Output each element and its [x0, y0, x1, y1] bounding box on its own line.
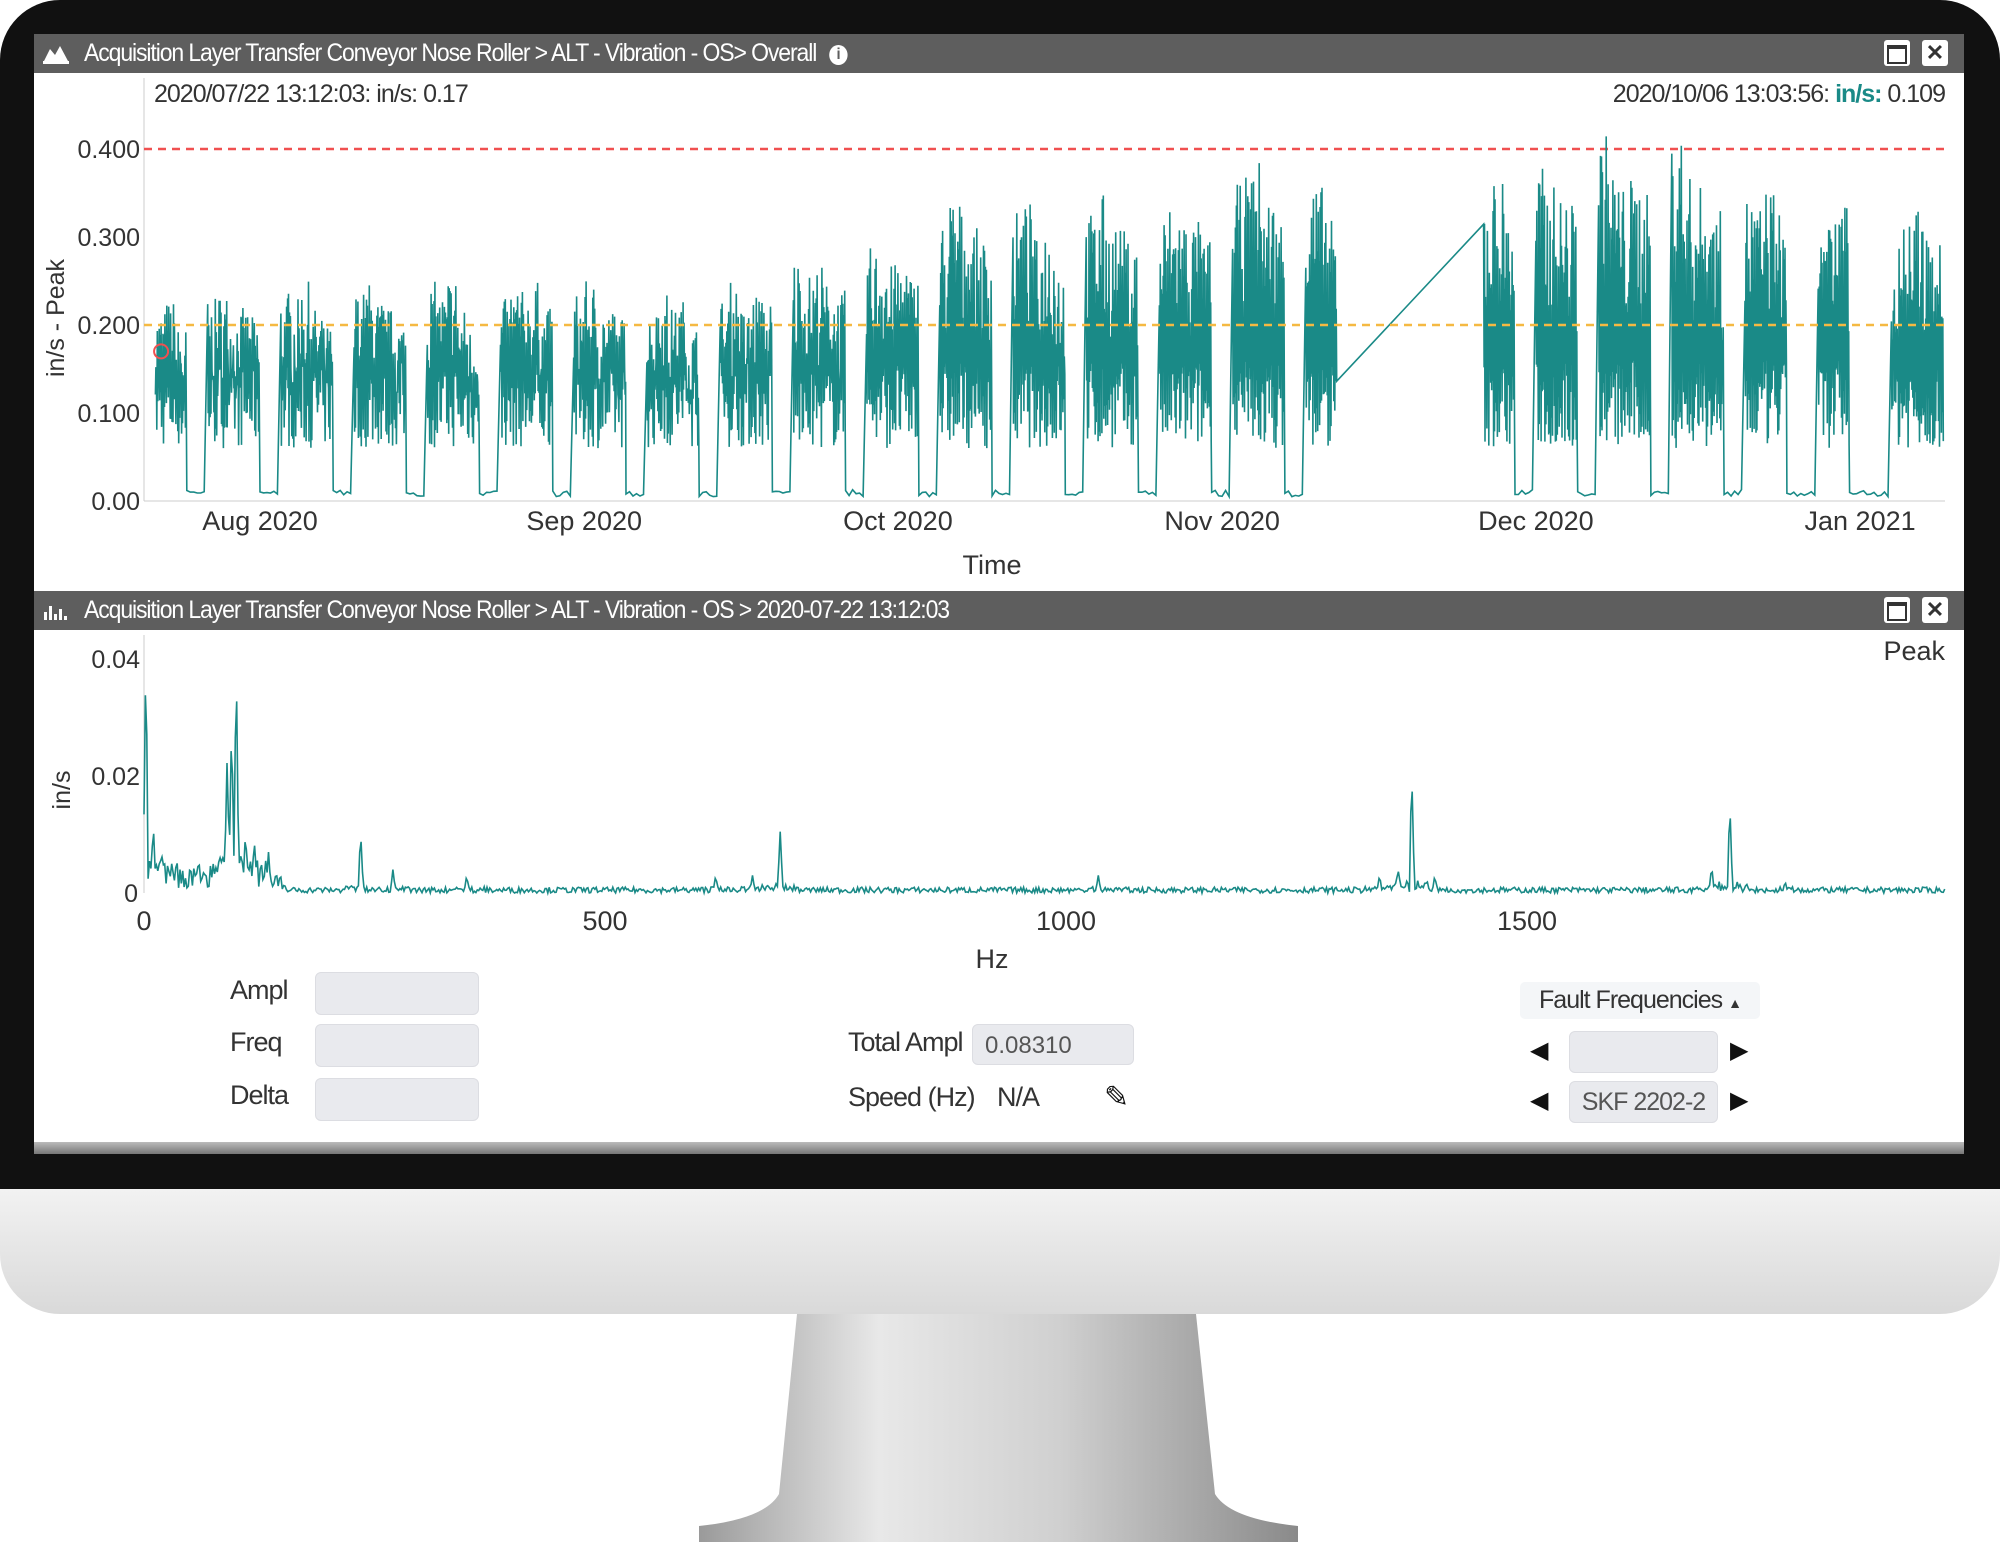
panel-bottom-border	[34, 1142, 1964, 1154]
overall-trend-chart[interactable]: 2020/07/22 13:12:03: in/s: 0.17 2020/10/…	[34, 73, 1964, 584]
fault-row1-next-arrow-icon[interactable]: ▶	[1730, 1037, 1749, 1064]
spectrum-chart[interactable]: Peak 0.04 0.02 00 500 1000 1500 in/s Hz	[34, 630, 1964, 970]
y-tick-label: 0	[124, 880, 138, 908]
ampl-label: Ampl	[230, 975, 289, 1005]
fault-row2-prev-arrow-icon[interactable]: ◀	[1530, 1087, 1549, 1114]
overall-panel-title: Acquisition Layer Transfer Conveyor Nose…	[84, 39, 817, 67]
y-tick-label: 0.02	[91, 763, 140, 791]
fault-frequencies-label: Fault Frequencies	[1539, 986, 1723, 1014]
x-axis-title: Hz	[976, 944, 1009, 970]
cursor-right-readout: 2020/10/06 13:03:56: in/s: 0.109	[1613, 80, 1945, 108]
x-tick-label: 0	[136, 906, 151, 936]
freq-label: Freq	[230, 1027, 283, 1057]
x-tick-label: Nov 2020	[1164, 506, 1280, 536]
cursor-left-readout: 2020/07/22 13:12:03: in/s: 0.17	[154, 80, 468, 108]
y-tick-label: 0.400	[77, 136, 140, 164]
delta-field[interactable]	[315, 1078, 479, 1121]
x-tick-label: 500	[582, 906, 627, 936]
x-tick-label: Jan 2021	[1805, 506, 1916, 536]
y-tick-label: 0.300	[77, 224, 140, 252]
spectrum-panel-title: Acquisition Layer Transfer Conveyor Nose…	[84, 596, 950, 624]
speed-value: N/A	[997, 1082, 1040, 1112]
monitor-chin	[0, 1189, 2000, 1314]
spectrum-panel-titlebar: Acquisition Layer Transfer Conveyor Nose…	[34, 591, 1964, 630]
selected-point-marker	[153, 343, 170, 360]
overall-series-line	[154, 136, 1945, 500]
maximize-icon[interactable]	[1884, 40, 1910, 66]
y-tick-label: 0.200	[77, 312, 140, 340]
close-icon[interactable]: ✕	[1922, 597, 1948, 623]
y-axis-title: in/s - Peak	[42, 258, 70, 377]
y-tick-label: 0.04	[91, 646, 140, 674]
area-chart-icon	[43, 46, 69, 64]
ampl-field[interactable]	[315, 972, 479, 1015]
y-tick-label: 0.100	[77, 400, 140, 428]
fault-row1-prev-arrow-icon[interactable]: ◀	[1530, 1037, 1549, 1064]
maximize-icon[interactable]	[1884, 597, 1910, 623]
y-axis-title: in/s	[48, 771, 76, 810]
fault-row2-field[interactable]: SKF 2202-2	[1569, 1081, 1718, 1123]
spectrum-series-line	[143, 695, 1946, 897]
close-icon[interactable]: ✕	[1922, 40, 1948, 66]
total-ampl-label: Total Ampl	[848, 1027, 964, 1057]
fault-row1-field[interactable]	[1569, 1031, 1718, 1073]
fault-frequencies-button[interactable]: Fault Frequencies ▲	[1520, 982, 1760, 1019]
x-tick-label: 1500	[1497, 906, 1557, 936]
x-tick-label: 1000	[1036, 906, 1096, 936]
freq-field[interactable]	[315, 1024, 479, 1067]
caret-up-icon: ▲	[1728, 995, 1742, 1011]
edit-pencil-icon[interactable]: ✎	[1104, 1081, 1130, 1114]
monitor-stand	[699, 1314, 1298, 1542]
total-ampl-field[interactable]: 0.08310	[972, 1024, 1134, 1065]
overall-panel-titlebar: Acquisition Layer Transfer Conveyor Nose…	[34, 34, 1964, 73]
x-tick-label: Dec 2020	[1478, 506, 1594, 536]
info-icon[interactable]: i	[828, 45, 848, 65]
x-tick-label: Aug 2020	[202, 506, 318, 536]
y-tick-label: 0.00	[91, 488, 140, 516]
mode-label: Peak	[1883, 636, 1945, 666]
speed-label: Speed (Hz)	[848, 1082, 976, 1112]
x-tick-label: Oct 2020	[843, 506, 953, 536]
spectrum-chart-icon	[44, 606, 67, 620]
x-tick-label: Sep 2020	[526, 506, 642, 536]
x-axis-title: Time	[963, 550, 1022, 580]
fault-row2-next-arrow-icon[interactable]: ▶	[1730, 1087, 1749, 1114]
delta-label: Delta	[230, 1080, 289, 1110]
